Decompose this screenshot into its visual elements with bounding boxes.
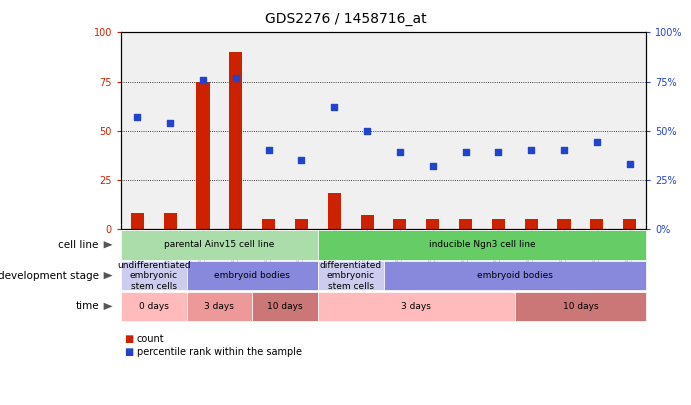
Text: 3 days: 3 days [205,302,234,311]
Bar [328,194,341,229]
Text: GDS2276 / 1458716_at: GDS2276 / 1458716_at [265,12,426,26]
Text: embryoid bodies: embryoid bodies [214,271,290,280]
Text: percentile rank within the sample: percentile rank within the sample [137,347,302,356]
Point [132,114,143,120]
Text: 10 days: 10 days [267,302,303,311]
Bar [196,81,209,229]
Bar [524,219,538,229]
Point [198,76,209,83]
Bar [131,213,144,229]
Point [624,161,635,167]
Text: embryoid bodies: embryoid bodies [477,271,553,280]
Point [395,149,406,156]
Point [591,139,603,146]
Bar [164,213,177,229]
Point [493,149,504,156]
Text: count: count [137,335,164,344]
Point [361,127,372,134]
Bar [492,219,505,229]
Bar [393,219,406,229]
Point [329,104,340,110]
Text: inducible Ngn3 cell line: inducible Ngn3 cell line [428,240,536,249]
Bar [361,215,374,229]
Text: cell line: cell line [59,240,99,250]
Bar [459,219,472,229]
Text: 3 days: 3 days [401,302,431,311]
Point [558,147,569,153]
Text: parental Ainv15 cell line: parental Ainv15 cell line [164,240,274,249]
Point [230,75,241,81]
Bar [426,219,439,229]
Text: development stage: development stage [0,271,99,281]
Bar [558,219,571,229]
Text: differentiated
embryonic
stem cells: differentiated embryonic stem cells [320,261,381,290]
Text: ■: ■ [124,335,133,344]
Point [164,119,176,126]
Text: undifferentiated
embryonic
stem cells: undifferentiated embryonic stem cells [117,261,191,290]
Bar [229,52,243,229]
Point [526,147,537,153]
Bar [623,219,636,229]
Text: 0 days: 0 days [139,302,169,311]
Text: ■: ■ [124,347,133,356]
Text: time: time [75,301,99,311]
Bar [295,219,308,229]
Point [263,147,274,153]
Text: 10 days: 10 days [562,302,598,311]
Point [427,163,438,169]
Bar [590,219,603,229]
Point [296,157,307,163]
Point [460,149,471,156]
Bar [262,219,275,229]
